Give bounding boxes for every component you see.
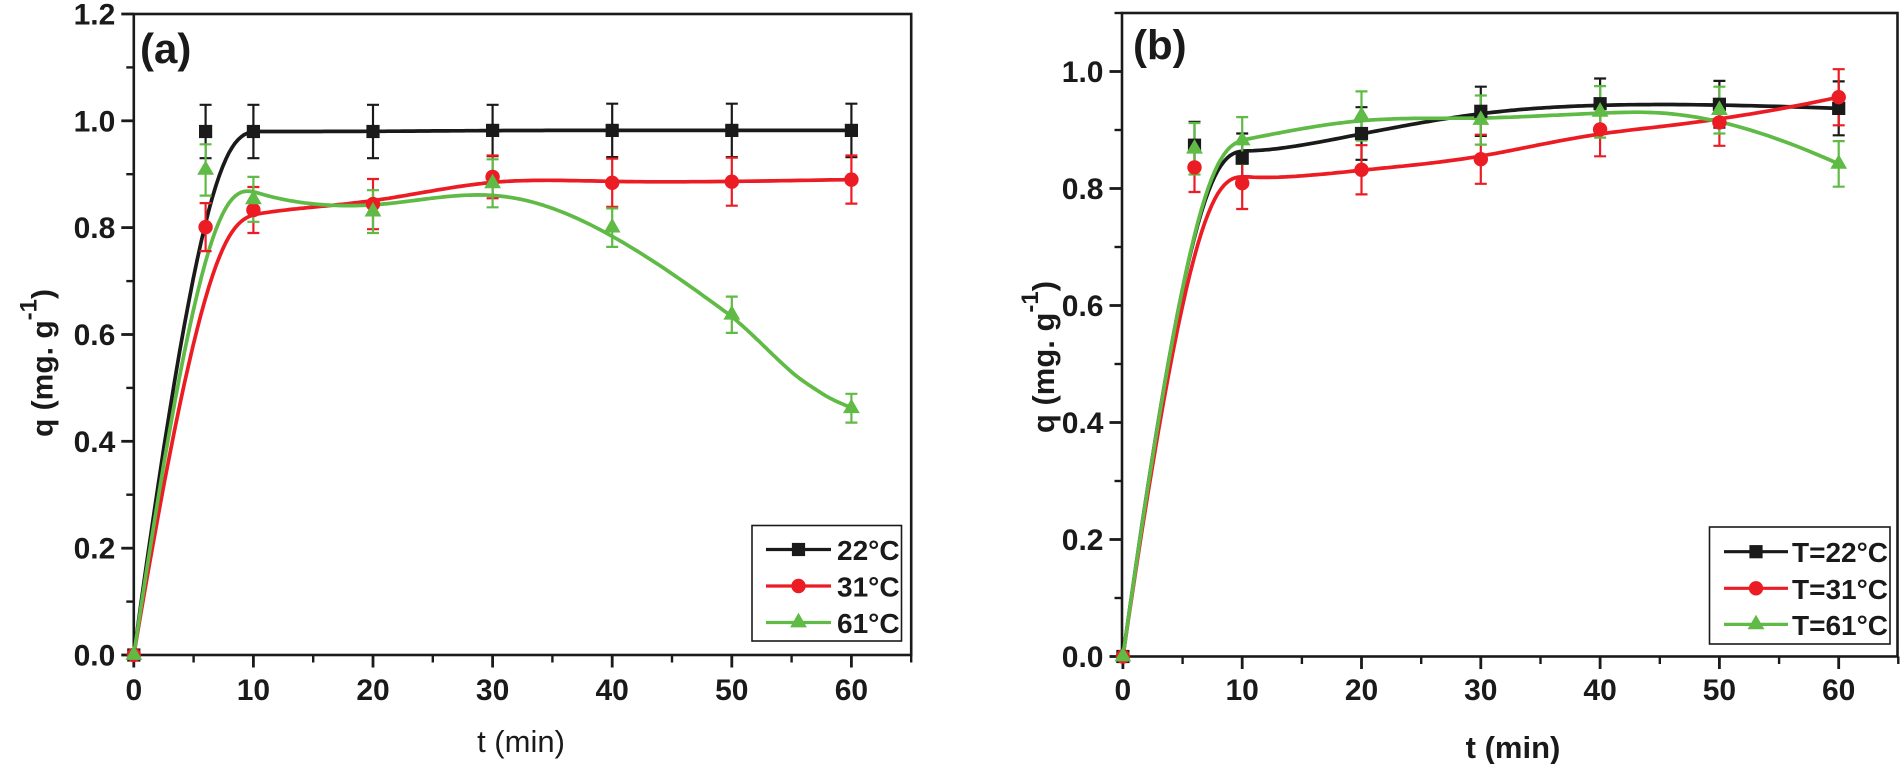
svg-text:60: 60 [835,674,868,707]
svg-text:10: 10 [237,674,270,707]
svg-text:61°C: 61°C [837,608,900,639]
svg-text:0.6: 0.6 [74,319,116,352]
svg-text:30: 30 [476,674,509,707]
svg-text:(a): (a) [140,25,191,72]
svg-text:20: 20 [1345,674,1378,707]
svg-text:31°C: 31°C [837,572,900,603]
svg-text:0.8: 0.8 [74,212,116,245]
svg-text:22°C: 22°C [837,535,900,566]
svg-text:T=61°C: T=61°C [1792,610,1888,641]
svg-text:1.2: 1.2 [74,0,116,32]
svg-text:40: 40 [1583,674,1616,707]
svg-text:30: 30 [1464,674,1497,707]
svg-text:T=31°C: T=31°C [1792,574,1888,605]
svg-text:0.4: 0.4 [1062,407,1104,440]
svg-text:T=22°C: T=22°C [1792,537,1888,568]
svg-text:0: 0 [1115,674,1132,707]
svg-text:50: 50 [1703,674,1736,707]
svg-text:20: 20 [356,674,389,707]
svg-text:0.2: 0.2 [74,533,116,566]
svg-text:0: 0 [125,674,142,707]
svg-text:0.4: 0.4 [74,426,116,459]
svg-text:0.0: 0.0 [1062,641,1104,674]
svg-text:(b): (b) [1133,22,1187,69]
svg-text:50: 50 [715,674,748,707]
svg-text:40: 40 [596,674,629,707]
svg-text:1.0: 1.0 [1062,56,1104,89]
svg-text:0.2: 0.2 [1062,524,1104,557]
svg-text:1.0: 1.0 [74,105,116,138]
svg-text:0.6: 0.6 [1062,290,1104,323]
svg-text:0.0: 0.0 [74,640,116,673]
svg-text:t (min): t (min) [477,724,565,759]
svg-text:60: 60 [1822,674,1855,707]
svg-text:t (min): t (min) [1466,730,1561,764]
svg-text:10: 10 [1226,674,1259,707]
svg-text:0.8: 0.8 [1062,173,1104,206]
